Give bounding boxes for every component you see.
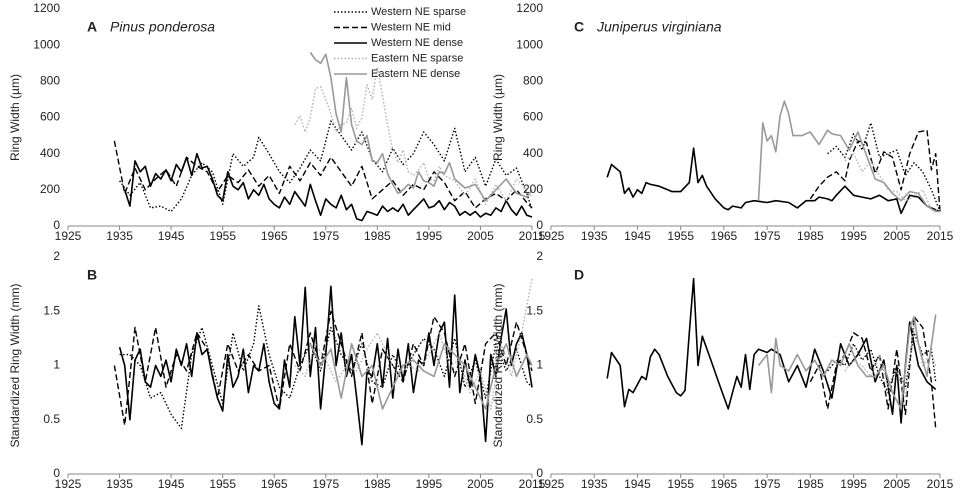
x-tick-label: 1965 <box>261 229 288 243</box>
x-tick-label: 1995 <box>416 477 443 491</box>
y-tick-label: 0 <box>536 218 543 232</box>
series-line <box>309 343 533 410</box>
series-line <box>844 153 940 211</box>
y-tick-label: 1200 <box>33 1 60 15</box>
series-line <box>844 321 937 399</box>
x-tick-label: 2005 <box>467 477 494 491</box>
y-axis-title: Ring Width (µm) <box>8 74 22 161</box>
y-tick-label: 1 <box>536 358 543 372</box>
legend-label: Eastern NE sparse <box>371 52 463 64</box>
panel-label: D <box>574 267 584 283</box>
y-tick-label: 1000 <box>33 37 60 51</box>
x-tick-label: 1985 <box>797 229 824 243</box>
x-tick-label: 1985 <box>797 477 824 491</box>
x-tick-label: 2015 <box>519 229 546 243</box>
x-tick-label: 1935 <box>581 229 608 243</box>
y-tick-label: 1 <box>53 358 60 372</box>
x-tick-label: 2005 <box>467 229 494 243</box>
y-tick-label: 1.5 <box>43 303 60 317</box>
y-tick-label: 0 <box>536 466 543 480</box>
x-tick-label: 1945 <box>624 477 651 491</box>
y-tick-label: 1.5 <box>526 303 543 317</box>
x-tick-label: 2015 <box>927 229 954 243</box>
x-tick-label: 1975 <box>754 477 781 491</box>
x-tick-label: 1975 <box>312 229 339 243</box>
x-tick-label: 1975 <box>754 229 781 243</box>
y-tick-label: 800 <box>40 74 60 88</box>
series-line <box>757 100 940 213</box>
x-tick-label: 1945 <box>158 477 185 491</box>
x-tick-label: 1995 <box>840 477 867 491</box>
series-line <box>757 314 937 410</box>
series-line <box>113 140 533 209</box>
x-tick-label: 1985 <box>364 229 391 243</box>
series-line <box>294 66 533 205</box>
x-tick-label: 1975 <box>312 477 339 491</box>
y-tick-label: 200 <box>523 182 543 196</box>
x-tick-label: 1965 <box>711 477 738 491</box>
panel-title: Pinus ponderosa <box>110 19 215 35</box>
x-tick-label: 2005 <box>883 477 910 491</box>
y-tick-label: 0.5 <box>43 412 60 426</box>
x-tick-label: 1945 <box>158 229 185 243</box>
y-axis-title: Ring Width (µm) <box>491 74 505 161</box>
x-tick-label: 1945 <box>624 229 651 243</box>
x-tick-label: 1955 <box>209 477 236 491</box>
y-axis-title: Standardized Ring Width (mm) <box>8 283 22 447</box>
series-line <box>118 285 533 446</box>
legend-label: Western NE dense <box>371 37 463 49</box>
panel-title: Juniperus virginiana <box>596 19 722 35</box>
legend-label: Western NE sparse <box>371 6 466 18</box>
x-tick-label: 1955 <box>667 477 694 491</box>
y-tick-label: 400 <box>523 146 543 160</box>
series-line <box>606 147 941 215</box>
y-tick-label: 0 <box>53 218 60 232</box>
x-tick-label: 1925 <box>55 477 82 491</box>
x-tick-label: 1955 <box>209 229 236 243</box>
x-tick-label: 1985 <box>364 477 391 491</box>
series-line <box>809 129 941 212</box>
y-tick-label: 0.5 <box>526 412 543 426</box>
y-tick-label: 0 <box>53 466 60 480</box>
x-tick-label: 2005 <box>883 229 910 243</box>
y-tick-label: 600 <box>523 110 543 124</box>
x-tick-label: 1935 <box>106 477 133 491</box>
x-tick-label: 1965 <box>711 229 738 243</box>
x-tick-label: 1965 <box>261 477 288 491</box>
series-line <box>294 278 533 410</box>
series-line <box>113 310 533 426</box>
legend-label: Western NE mid <box>371 21 451 33</box>
y-tick-label: 600 <box>40 110 60 124</box>
panel-label: B <box>87 267 97 283</box>
y-tick-label: 2 <box>53 249 60 263</box>
series-line <box>827 332 937 394</box>
x-tick-label: 1925 <box>538 477 565 491</box>
y-tick-label: 1200 <box>516 1 543 15</box>
series-line <box>309 51 533 202</box>
x-tick-label: 1955 <box>667 229 694 243</box>
panel-label: A <box>87 19 97 35</box>
y-tick-label: 800 <box>523 74 543 88</box>
series-line <box>827 122 941 212</box>
y-axis-title: Standardized Ring Width (mm) <box>491 283 505 447</box>
x-tick-label: 1995 <box>840 229 867 243</box>
series-line <box>119 120 533 213</box>
panel-label: C <box>574 19 584 35</box>
x-tick-label: 1935 <box>581 477 608 491</box>
series-line <box>119 305 533 430</box>
y-tick-label: 1000 <box>516 37 543 51</box>
x-tick-label: 1925 <box>55 229 82 243</box>
y-tick-label: 400 <box>40 146 60 160</box>
y-tick-label: 2 <box>536 249 543 263</box>
legend-label: Eastern NE dense <box>371 68 460 80</box>
x-tick-label: 2015 <box>927 477 954 491</box>
x-tick-label: 1925 <box>538 229 565 243</box>
y-tick-label: 200 <box>40 182 60 196</box>
x-tick-label: 1995 <box>416 229 443 243</box>
x-tick-label: 1935 <box>106 229 133 243</box>
series-line <box>123 152 533 222</box>
x-tick-label: 2015 <box>519 477 546 491</box>
series-line <box>809 316 937 429</box>
